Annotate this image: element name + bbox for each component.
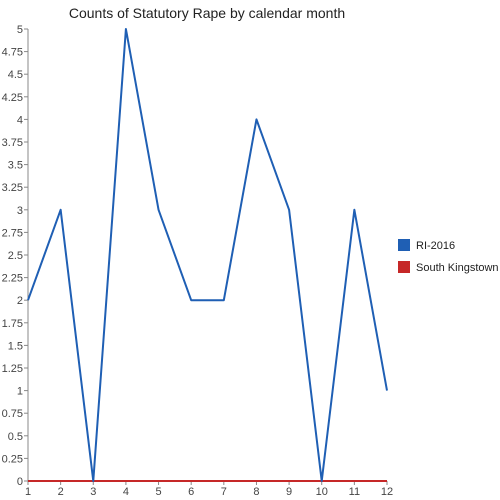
legend-swatch	[398, 261, 410, 273]
y-tick-label: 3.75	[2, 137, 23, 149]
x-tick-label: 6	[188, 486, 194, 498]
x-axis-ticks: 1 2 3 4 5 6 7 8 9 10 11 12	[25, 481, 393, 498]
series-line-ri-2016	[27, 28, 388, 482]
x-tick-label: 9	[286, 486, 292, 498]
x-tick-label: 2	[58, 486, 64, 498]
y-tick-label: 2.25	[2, 273, 23, 285]
y-tick-label: 0.25	[2, 453, 23, 465]
legend-label: RI-2016	[416, 240, 455, 252]
x-tick-label: 4	[123, 486, 129, 498]
y-tick-label: 1	[17, 386, 23, 398]
x-tick-label: 3	[90, 486, 96, 498]
x-tick-label: 1	[25, 486, 31, 498]
chart-title: Counts of Statutory Rape by calendar mon…	[69, 5, 345, 21]
y-tick-label: 3.25	[2, 182, 23, 194]
y-tick-label: 0.75	[2, 408, 23, 420]
axes	[27, 29, 387, 482]
x-tick-label: 10	[316, 486, 328, 498]
x-tick-label: 11	[349, 486, 360, 498]
y-tick-label: 0	[17, 476, 23, 488]
y-tick-label: 0.5	[8, 431, 23, 443]
y-tick-label: 1.25	[2, 363, 23, 375]
y-tick-label: 2.75	[2, 227, 23, 239]
y-tick-label: 2.5	[8, 250, 23, 262]
y-axis-ticks: 0 0.25 0.5 0.75 1 1.25 1.5 1.75 2 2.25 2.5 2.75 3 3.2…	[2, 24, 28, 488]
y-tick-label: 5	[17, 24, 23, 36]
x-tick-label: 7	[221, 486, 227, 498]
y-tick-label: 4.25	[2, 92, 23, 104]
y-tick-label: 3	[17, 205, 23, 217]
x-tick-label: 8	[253, 486, 259, 498]
y-tick-label: 4	[17, 114, 23, 126]
legend: RI-2016 South Kingstown	[398, 239, 499, 274]
x-tick-label: 5	[155, 486, 161, 498]
y-tick-label: 2	[17, 295, 23, 307]
series-layer	[27, 28, 388, 482]
y-tick-label: 1.75	[2, 318, 23, 330]
y-tick-label: 3.5	[8, 160, 23, 172]
y-tick-label: 1.5	[8, 340, 23, 352]
legend-label: South Kingstown	[416, 262, 499, 274]
x-tick-label: 12	[381, 486, 393, 498]
y-tick-label: 4.75	[2, 47, 23, 59]
legend-swatch	[398, 239, 410, 251]
y-tick-label: 4.5	[8, 69, 23, 81]
